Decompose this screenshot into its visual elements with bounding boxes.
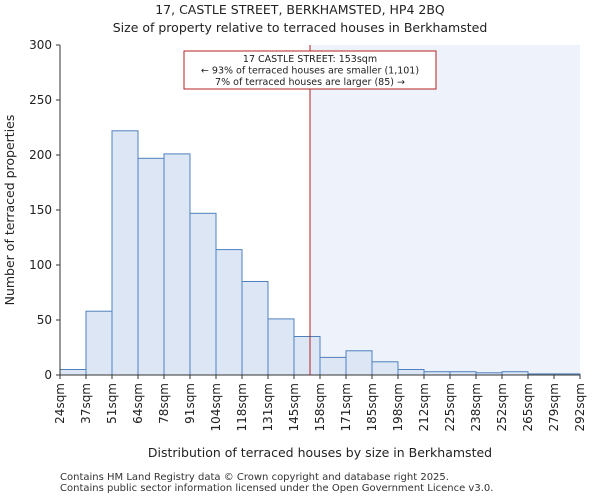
footer-line-2: Contains public sector information licen… — [60, 483, 494, 494]
x-tick-label: 279sqm — [547, 383, 561, 431]
bar — [267, 318, 295, 376]
y-tick-label: 0 — [44, 368, 52, 382]
footer-line-1: Contains HM Land Registry data © Crown c… — [60, 472, 449, 483]
annotation-line: ← 93% of terraced houses are smaller (1,… — [201, 66, 419, 77]
x-tick-label: 145sqm — [287, 383, 301, 431]
x-tick-label: 131sqm — [261, 383, 275, 431]
y-tick-label: 50 — [37, 313, 52, 327]
x-tick-label: 292sqm — [573, 383, 587, 431]
annotation-line: 7% of terraced houses are larger (85) → — [215, 77, 405, 88]
x-tick-label: 252sqm — [495, 383, 509, 431]
x-tick-label: 158sqm — [313, 383, 327, 431]
annotation-line: 17 CASTLE STREET: 153sqm — [243, 54, 377, 65]
y-tick-label: 300 — [29, 38, 52, 52]
y-tick-label: 250 — [29, 93, 52, 107]
bar — [111, 130, 139, 376]
x-tick-label: 238sqm — [469, 383, 483, 431]
bar — [137, 157, 165, 376]
x-tick-label: 265sqm — [521, 383, 535, 431]
x-tick-label: 91sqm — [183, 383, 197, 424]
x-tick-label: 51sqm — [105, 383, 119, 424]
x-axis-title: Distribution of terraced houses by size … — [148, 445, 492, 460]
x-tick-label: 104sqm — [209, 383, 223, 431]
highlight-region — [310, 45, 580, 375]
bar — [85, 310, 113, 376]
bar — [397, 369, 425, 376]
y-tick-label: 100 — [29, 258, 52, 272]
x-tick-label: 24sqm — [53, 383, 67, 424]
x-tick-label: 212sqm — [417, 383, 431, 431]
bar — [345, 350, 373, 376]
x-tick-label: 118sqm — [235, 383, 249, 431]
bar — [215, 249, 243, 376]
x-tick-label: 37sqm — [79, 383, 93, 424]
y-tick-label: 150 — [29, 203, 52, 217]
bar — [189, 212, 217, 376]
bar — [371, 361, 399, 376]
y-tick-label: 200 — [29, 148, 52, 162]
y-axis-title: Number of terraced properties — [2, 115, 17, 306]
chart-subtitle: Size of property relative to terraced ho… — [112, 20, 488, 35]
x-tick-label: 171sqm — [339, 383, 353, 431]
x-tick-label: 78sqm — [157, 383, 171, 424]
x-tick-label: 64sqm — [131, 383, 145, 424]
chart-title: 17, CASTLE STREET, BERKHAMSTED, HP4 2BQ — [155, 2, 445, 17]
bar — [319, 356, 347, 376]
bar — [163, 153, 191, 376]
x-tick-label: 198sqm — [391, 383, 405, 431]
bar — [293, 336, 321, 376]
bar — [241, 281, 269, 376]
bar — [59, 369, 87, 376]
x-tick-label: 225sqm — [443, 383, 457, 431]
annotation-box — [183, 50, 437, 90]
x-tick-label: 185sqm — [365, 383, 379, 431]
